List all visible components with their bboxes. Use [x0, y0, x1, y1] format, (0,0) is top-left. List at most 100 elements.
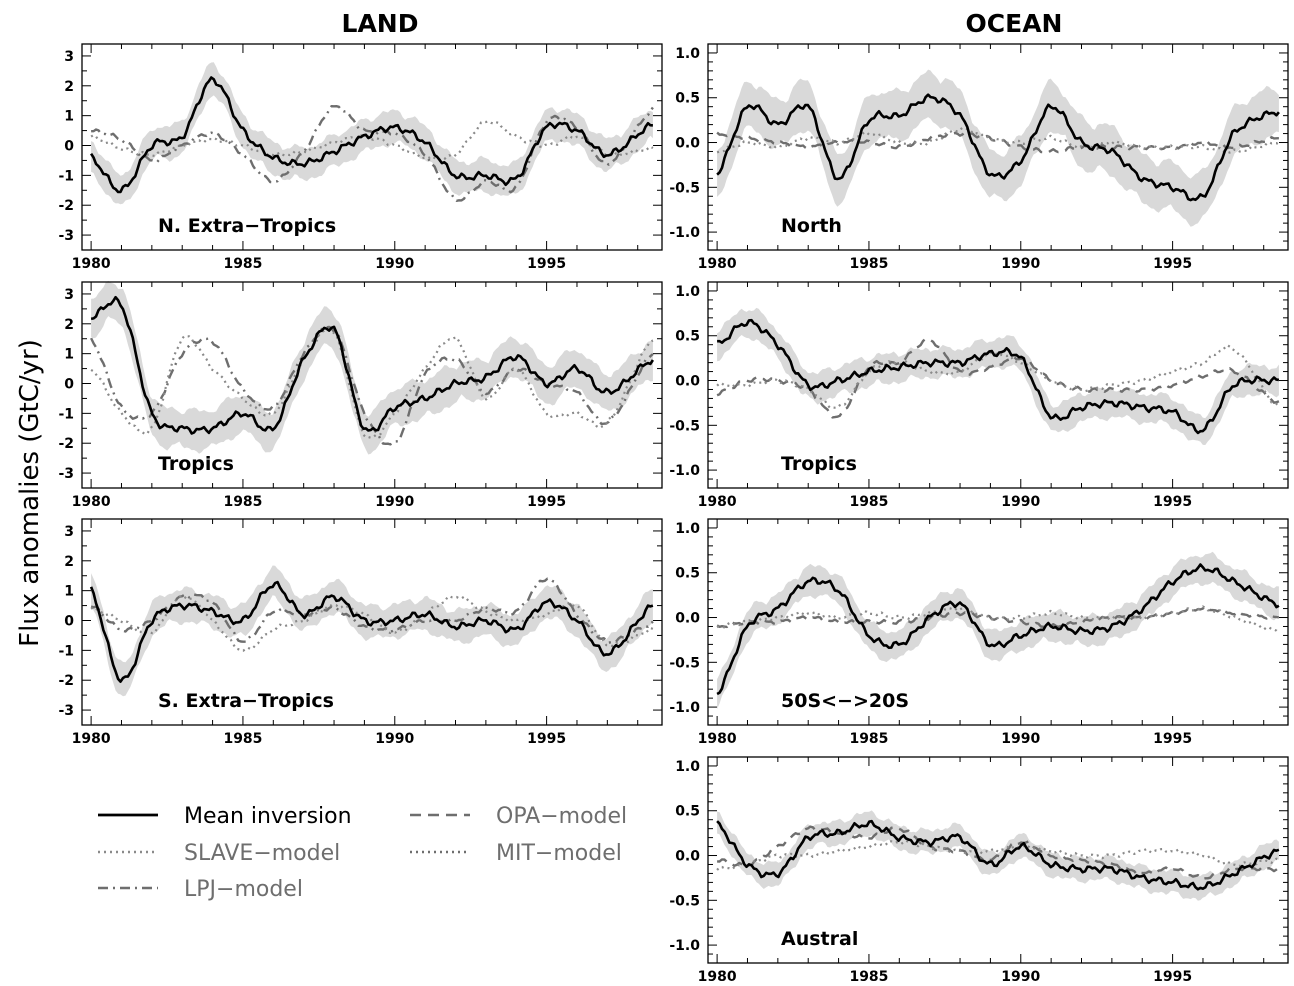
y-tick-label: 1 [64, 584, 74, 600]
y-tick-label: 1 [64, 109, 74, 125]
y-tick-label: -1.0 [669, 225, 700, 241]
y-tick-label: 1 [64, 347, 74, 363]
y-tick-label: 0.5 [675, 91, 700, 107]
legend-label: MIT−model [496, 841, 622, 866]
x-tick-label: 1995 [1153, 494, 1192, 510]
x-tick-label: 1985 [223, 731, 262, 747]
x-tick-label: 1995 [1153, 731, 1192, 747]
y-tick-label: 0.0 [675, 136, 700, 152]
series-line-mean-inversion [90, 295, 654, 435]
legend-item-opa-model: OPA−model [410, 804, 627, 829]
panel-land-3: 1980 1985 1990 1995 -3 -2 -1 0 1 2 3 S. Extra−Tropi… [58, 518, 663, 747]
series-line-opa-model [717, 825, 1280, 881]
panel-label: North [781, 215, 842, 237]
series-line-opa-model [716, 131, 1279, 154]
axes-frame [707, 756, 1289, 964]
y-tick-label: 0.5 [675, 329, 700, 345]
y-tick-label: -1.0 [669, 463, 700, 479]
y-tick-label: 0.5 [675, 804, 700, 820]
uncertainty-band [717, 69, 1279, 227]
panel-ocean-2: 1980 1985 1990 1995 -1.0 -0.5 0.0 0.5 1.0 Tropics [669, 281, 1289, 510]
series-line-lpj-model [90, 325, 654, 446]
y-tick-label: 2 [64, 79, 74, 95]
y-tick-label: -2 [58, 436, 74, 452]
panel-label: Tropics [158, 453, 234, 475]
y-tick-label: 2 [64, 317, 74, 333]
series-line-lpj-model [90, 577, 654, 644]
uncertainty-band [717, 307, 1279, 445]
y-tick-label: -0.5 [669, 893, 700, 909]
legend-label: LPJ−model [184, 877, 303, 902]
y-tick-label: 0.0 [675, 374, 700, 390]
axes-frame [81, 518, 663, 726]
y-tick-label: -1 [58, 168, 74, 184]
y-tick-label: 1.0 [675, 521, 700, 537]
panel-label: Austral [781, 928, 858, 950]
series-line-mean-inversion [716, 563, 1280, 696]
x-tick-label: 1980 [698, 256, 737, 272]
y-tick-label: 0 [64, 377, 74, 393]
uncertainty-band [717, 551, 1279, 710]
column-title-land: LAND [342, 9, 419, 38]
y-tick-label: 0.0 [675, 611, 700, 627]
x-tick-label: 1995 [527, 256, 566, 272]
uncertainty-band [91, 565, 653, 697]
y-tick-label: -1 [58, 643, 74, 659]
legend-label: Mean inversion [184, 804, 352, 829]
panel-ocean-1: 1980 1985 1990 1995 -1.0 -0.5 0.0 0.5 1.0 North [669, 43, 1289, 272]
x-tick-label: 1995 [1153, 969, 1192, 985]
y-tick-label: -1 [58, 406, 74, 422]
y-tick-label: 0.5 [675, 566, 700, 582]
x-tick-label: 1980 [72, 256, 111, 272]
plot-area [716, 307, 1280, 445]
panel-land-1: 1980 1985 1990 1995 -3 -2 -1 0 1 2 3 N. Extra−Tropi… [58, 43, 663, 272]
series-line-mean-inversion [90, 76, 654, 194]
panel-label: N. Extra−Tropics [158, 215, 336, 237]
series-line-mit-model [716, 605, 1280, 634]
x-tick-label: 1990 [1001, 731, 1040, 747]
legend-label: SLAVE−model [184, 841, 340, 866]
series-line-opa-model [716, 605, 1280, 629]
x-tick-label: 1995 [527, 494, 566, 510]
legend-item-mit-model: MIT−model [410, 841, 622, 866]
y-tick-label: 1.0 [675, 759, 700, 775]
legend-item-slave-model: SLAVE−model [98, 841, 340, 866]
uncertainty-band [91, 280, 653, 455]
plot-area [90, 280, 654, 455]
x-tick-label: 1985 [849, 494, 888, 510]
series-line-mean-inversion [717, 318, 1280, 435]
axes-frame [707, 43, 1289, 251]
y-tick-label: -0.5 [669, 180, 700, 196]
plot-area [716, 551, 1280, 710]
legend-item-lpj-model: LPJ−model [98, 877, 303, 902]
panel-ocean-4: 1980 1985 1990 1995 -1.0 -0.5 0.0 0.5 1.0 Austral [669, 756, 1289, 985]
x-tick-label: 1990 [1001, 494, 1040, 510]
series-line-mean-inversion [716, 819, 1280, 891]
panel-land-2: 1980 1985 1990 1995 -3 -2 -1 0 1 2 3 Tropics [58, 280, 663, 510]
axes-frame [707, 518, 1289, 726]
y-tick-label: 3 [64, 524, 74, 540]
y-tick-label: 0.0 [675, 849, 700, 865]
plot-area [89, 565, 654, 697]
y-tick-label: -2 [58, 198, 74, 214]
plot-area [716, 69, 1280, 227]
x-tick-label: 1990 [1001, 256, 1040, 272]
x-tick-label: 1995 [1153, 256, 1192, 272]
x-tick-label: 1995 [527, 731, 566, 747]
plot-area [90, 62, 654, 205]
x-tick-label: 1980 [72, 731, 111, 747]
y-tick-label: 1.0 [675, 46, 700, 62]
panel-label: Tropics [781, 453, 857, 475]
y-tick-label: -0.5 [669, 418, 700, 434]
series-line-slave-model [90, 120, 654, 162]
x-tick-label: 1990 [375, 731, 414, 747]
axes-frame [81, 281, 663, 489]
y-tick-label: -1.0 [669, 700, 700, 716]
y-tick-label: -1.0 [669, 938, 700, 954]
x-tick-label: 1985 [223, 494, 262, 510]
x-tick-label: 1980 [72, 494, 111, 510]
y-tick-label: 2 [64, 554, 74, 570]
column-title-ocean: OCEAN [966, 9, 1063, 38]
series-line-mean-inversion [89, 580, 654, 683]
